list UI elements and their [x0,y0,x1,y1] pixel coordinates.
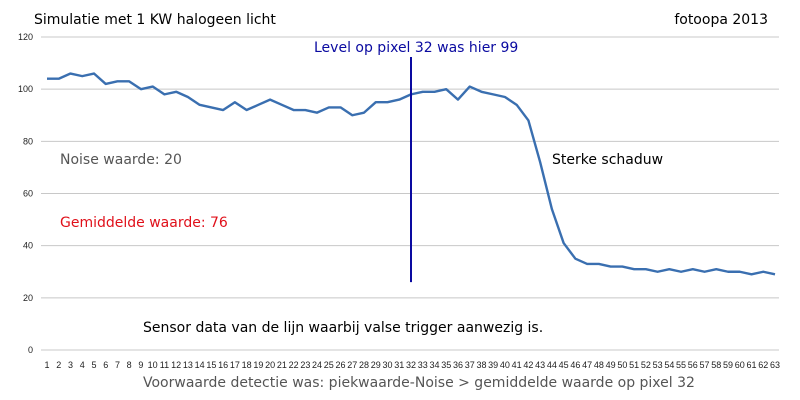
x-tick-label: 15 [206,360,216,370]
x-tick-label: 18 [242,360,252,370]
x-tick-label: 62 [758,360,768,370]
x-tick-label: 38 [476,360,486,370]
x-tick-label: 2 [56,360,61,370]
x-tick-label: 39 [488,360,498,370]
x-tick-label: 4 [80,360,85,370]
x-tick-label: 46 [570,360,580,370]
y-tick-label: 120 [18,32,33,42]
x-axis-ticks: 1 2 3 4 5 6 7 8 9 10 11 12 13 14 15 16 17 18 19 20 21 22 23 24 2… [44,360,780,370]
x-tick-label: 19 [253,360,263,370]
x-tick-label: 17 [230,360,240,370]
x-tick-label: 29 [371,360,381,370]
y-tick-label: 60 [23,189,33,199]
x-tick-label: 55 [676,360,686,370]
x-tick-label: 40 [500,360,510,370]
x-tick-label: 57 [700,360,710,370]
x-tick-label: 28 [359,360,369,370]
mean-annotation: Gemiddelde waarde: 76 [60,215,228,231]
x-tick-label: 14 [195,360,205,370]
noise-annotation: Noise waarde: 20 [60,152,182,168]
credit-label: fotoopa 2013 [674,12,768,28]
x-tick-label: 7 [115,360,120,370]
x-tick-label: 13 [183,360,193,370]
chart-title: Simulatie met 1 KW halogeen licht [34,12,276,28]
y-tick-label: 40 [23,241,33,251]
x-tick-label: 33 [418,360,428,370]
x-tick-label: 54 [664,360,674,370]
x-tick-label: 1 [44,360,49,370]
x-tick-label: 36 [453,360,463,370]
x-tick-label: 51 [629,360,639,370]
x-tick-label: 35 [441,360,451,370]
x-tick-label: 10 [148,360,158,370]
x-tick-label: 31 [394,360,404,370]
x-tick-label: 12 [171,360,181,370]
x-tick-label: 32 [406,360,416,370]
y-tick-label: 80 [23,136,33,146]
x-tick-label: 34 [429,360,439,370]
x-tick-label: 11 [160,360,169,370]
x-tick-label: 27 [347,360,357,370]
x-tick-label: 5 [91,360,96,370]
x-tick-label: 9 [138,360,143,370]
x-tick-label: 58 [711,360,721,370]
x-tick-label: 60 [735,360,745,370]
vline-label: Level op pixel 32 was hier 99 [314,40,518,56]
x-tick-label: 37 [465,360,475,370]
x-tick-label: 48 [594,360,604,370]
x-tick-label: 21 [277,360,287,370]
shadow-annotation: Sterke schaduw [552,152,663,168]
x-tick-label: 53 [653,360,663,370]
x-tick-label: 52 [641,360,651,370]
y-tick-label: 0 [28,345,33,355]
sensor-annotation: Sensor data van de lijn waarbij valse tr… [143,320,543,336]
x-tick-label: 47 [582,360,592,370]
x-tick-label: 41 [512,360,522,370]
x-tick-label: 42 [523,360,533,370]
x-tick-label: 23 [300,360,310,370]
x-tick-label: 59 [723,360,733,370]
x-tick-label: 63 [770,360,780,370]
x-tick-label: 3 [68,360,73,370]
x-tick-label: 49 [606,360,616,370]
x-axis-label: Voorwaarde detectie was: piekwaarde-Nois… [143,375,695,391]
x-tick-label: 30 [383,360,393,370]
x-tick-label: 8 [127,360,132,370]
x-tick-label: 50 [617,360,627,370]
y-tick-label: 100 [18,84,33,94]
x-tick-label: 22 [289,360,299,370]
y-tick-label: 20 [23,293,33,303]
y-axis-ticks: 0 20 40 60 80 100 120 [18,32,33,355]
x-tick-label: 20 [265,360,275,370]
x-tick-label: 24 [312,360,322,370]
x-tick-label: 56 [688,360,698,370]
x-tick-label: 44 [547,360,557,370]
x-tick-label: 26 [336,360,346,370]
x-tick-label: 25 [324,360,334,370]
x-tick-label: 6 [103,360,108,370]
x-tick-label: 43 [535,360,545,370]
x-tick-label: 45 [559,360,569,370]
x-tick-label: 61 [747,360,757,370]
x-tick-label: 16 [218,360,228,370]
